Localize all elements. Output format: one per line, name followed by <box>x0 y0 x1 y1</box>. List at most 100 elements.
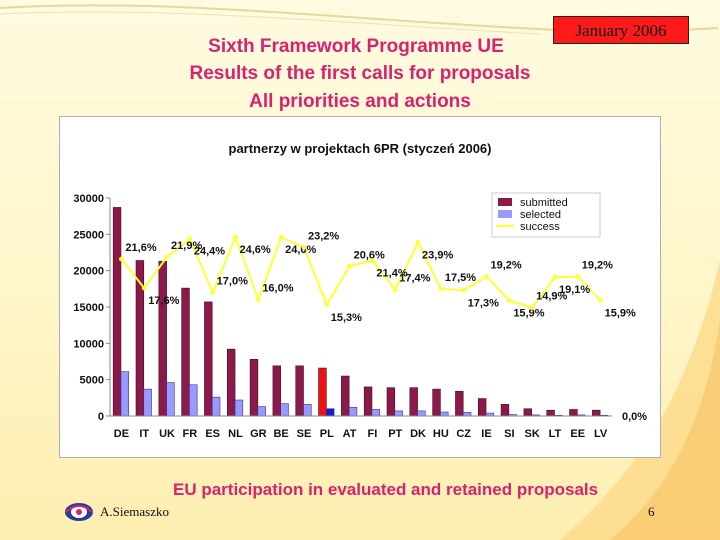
bar-selected <box>348 406 358 417</box>
success-data-label: 19,1% <box>559 284 590 296</box>
date-badge: January 2006 <box>553 16 689 44</box>
bar-selected <box>211 396 221 417</box>
success-point <box>415 239 421 245</box>
x-tick-label: LV <box>594 428 608 440</box>
success-data-label: 17,0% <box>217 275 248 287</box>
x-tick-label: IT <box>139 428 149 440</box>
success-point <box>529 305 535 311</box>
page-number: 6 <box>648 504 655 519</box>
success-data-label: 17,3% <box>468 297 499 309</box>
y-tick-label: 25000 <box>73 229 104 241</box>
bar-selected <box>120 371 130 417</box>
bar-submitted <box>523 408 532 417</box>
y-right-tick-label: 0,0% <box>622 411 647 423</box>
x-tick-label: UK <box>159 428 175 440</box>
success-point <box>119 256 124 262</box>
success-line <box>120 234 602 309</box>
x-tick-label: FR <box>183 428 198 440</box>
y-tick-label: 5000 <box>80 375 104 387</box>
bar-submitted <box>295 365 304 417</box>
success-data-label: 21,6% <box>125 242 156 254</box>
bar-submitted <box>363 386 373 417</box>
success-point <box>598 298 603 303</box>
success-point <box>575 274 581 279</box>
bar-submitted <box>500 404 510 417</box>
success-point <box>301 245 307 250</box>
success-data-label: 16,0% <box>262 283 293 295</box>
slide-title-line2: Results of the first calls for proposals <box>189 63 531 84</box>
x-tick-label: DE <box>114 428 129 440</box>
success-data-label: 24,6% <box>240 244 271 256</box>
bar-submitted <box>432 388 441 417</box>
success-data-label: 23,2% <box>308 230 339 242</box>
success-point <box>210 290 216 295</box>
bar-selected <box>303 404 312 417</box>
y-tick-label: 0 <box>98 411 104 423</box>
y-tick-label: 30000 <box>73 193 104 205</box>
bar-submitted <box>592 409 601 417</box>
bar-submitted <box>318 367 327 417</box>
bar-submitted <box>341 375 350 417</box>
bar-submitted <box>569 409 578 417</box>
bar-selected <box>440 411 449 417</box>
bar-selected <box>166 382 175 417</box>
bar-submitted <box>272 365 281 417</box>
x-tick-label: ES <box>205 428 220 440</box>
success-point <box>141 285 147 291</box>
bar-submitted <box>204 301 213 417</box>
bar-submitted <box>386 387 396 417</box>
bar-selected <box>189 384 198 417</box>
y-tick-label: 15000 <box>73 302 104 314</box>
success-point <box>187 236 193 242</box>
bar-selected <box>280 403 289 417</box>
success-data-label: 17,4% <box>399 273 430 285</box>
success-point <box>392 287 398 292</box>
success-data-label: 24,6% <box>285 244 316 256</box>
bar-submitted <box>455 390 464 417</box>
success-point <box>484 274 489 279</box>
bar-selected <box>326 408 335 417</box>
legend-label: selected <box>520 209 561 221</box>
success-data-label: 15,9% <box>513 307 544 319</box>
bar-selected <box>257 406 266 417</box>
bar-selected <box>417 410 426 417</box>
x-tick-label: PL <box>320 428 334 440</box>
bar-submitted <box>158 260 167 417</box>
x-tick-label: IE <box>481 428 491 440</box>
bar-selected <box>143 388 152 417</box>
success-data-label: 19,2% <box>491 259 522 271</box>
x-tick-label: GR <box>250 428 267 440</box>
x-tick-label: DK <box>410 428 426 440</box>
success-point <box>233 234 238 240</box>
x-tick-label: FI <box>368 428 378 440</box>
x-tick-label: NL <box>228 428 243 440</box>
partners-chart: partnerzy w projektach 6PR (styczeń 2006… <box>73 141 647 440</box>
bar-selected <box>462 412 472 417</box>
success-data-label: 17,5% <box>445 272 476 284</box>
success-data-label: 14,9% <box>536 291 567 303</box>
success-data-label: 19,2% <box>582 259 613 271</box>
chart-title: partnerzy w projektach 6PR (styczeń 2006… <box>229 141 492 156</box>
success-point <box>438 286 444 292</box>
chart-panel: partnerzy w projektach 6PR (styczeń 2006… <box>59 116 661 458</box>
success-point <box>552 274 558 280</box>
bar-submitted <box>249 359 259 417</box>
success-data-label: 21,4% <box>376 267 407 279</box>
legend-swatch-selected <box>498 210 512 218</box>
x-tick-label: EE <box>570 428 585 440</box>
x-tick-label: SK <box>524 428 539 440</box>
x-tick-label: PT <box>388 428 402 440</box>
x-tick-label: HU <box>433 428 449 440</box>
success-point <box>347 263 352 269</box>
success-point <box>461 287 467 293</box>
x-tick-label: LT <box>549 428 562 440</box>
success-data-label: 15,9% <box>605 307 636 319</box>
x-tick-label: AT <box>343 428 357 440</box>
y-tick-label: 10000 <box>73 338 104 350</box>
success-data-label: 17,6% <box>148 295 179 307</box>
author-name: A.Siemaszko <box>100 504 169 519</box>
legend-swatch-submitted <box>498 198 512 206</box>
x-tick-label: BE <box>273 428 288 440</box>
eu-logo-icon <box>65 503 93 521</box>
